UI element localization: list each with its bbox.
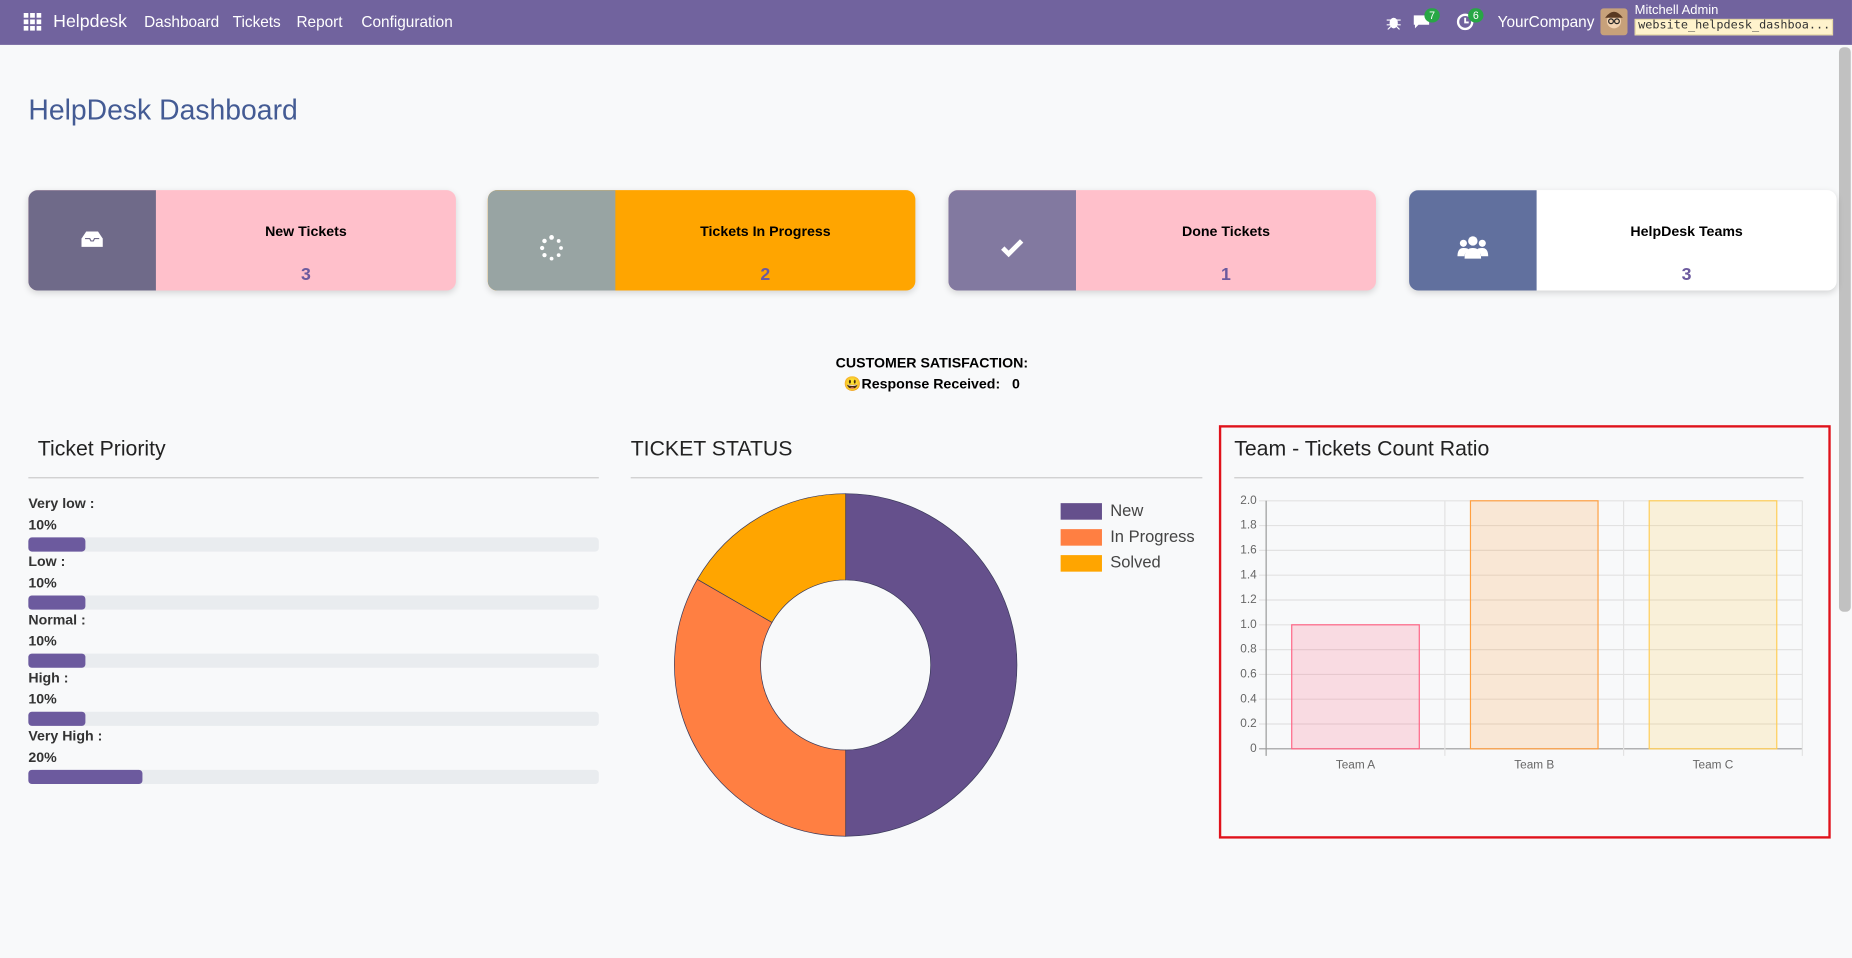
y-tick-label: 0.4 xyxy=(1240,691,1257,705)
priority-percent: 10% xyxy=(28,517,57,533)
highlight-box xyxy=(1218,425,1831,839)
company-switch[interactable]: YourCompany xyxy=(1497,12,1595,31)
progress-bar xyxy=(28,537,86,552)
chart-title: Team - Tickets Count Ratio xyxy=(1234,437,1489,461)
progress-track xyxy=(28,711,599,726)
y-tick-label: 0.8 xyxy=(1240,642,1257,656)
card-label: Done Tickets xyxy=(1181,223,1270,240)
menu-item[interactable]: Report xyxy=(296,12,343,31)
menu-item[interactable]: Tickets xyxy=(232,12,281,31)
menu-item[interactable]: Configuration xyxy=(361,12,453,31)
satisfaction-value: 0 xyxy=(1011,375,1020,393)
bar xyxy=(1291,624,1420,750)
x-tick-label: Team B xyxy=(1514,757,1554,771)
priority-label: Normal : xyxy=(28,612,85,628)
progress-track xyxy=(28,653,599,668)
y-tick-label: 1.0 xyxy=(1240,617,1257,631)
x-tick-label: Team A xyxy=(1336,757,1375,771)
card-count: 2 xyxy=(760,264,771,285)
priority-percent: 20% xyxy=(28,750,57,766)
card-count: 3 xyxy=(1681,264,1692,285)
scrollbar[interactable] xyxy=(1838,47,1851,612)
progress-bar xyxy=(28,595,86,610)
card[interactable]: Tickets In Progress 2 xyxy=(487,190,916,291)
user-name[interactable]: Mitchell Admin xyxy=(1634,3,1719,18)
activities-badge: 6 xyxy=(1468,8,1484,23)
card-label: HelpDesk Teams xyxy=(1630,223,1743,240)
messages-badge: 7 xyxy=(1424,8,1440,23)
y-tick-label: 0.2 xyxy=(1240,716,1256,730)
legend-label: Solved xyxy=(1110,553,1161,572)
card[interactable]: Done Tickets 1 xyxy=(948,190,1376,291)
priority-percent: 10% xyxy=(28,692,57,708)
donut-slice xyxy=(696,493,847,623)
satisfaction-title: CUSTOMER SATISFACTION: xyxy=(835,354,1029,371)
legend-swatch xyxy=(1060,555,1102,572)
bar xyxy=(1469,500,1599,750)
legend-label: In Progress xyxy=(1110,527,1194,546)
progress-track xyxy=(28,537,599,552)
y-tick-label: 0 xyxy=(1250,741,1257,755)
priority-percent: 10% xyxy=(28,634,57,650)
progress-track xyxy=(28,595,599,610)
navbar: Helpdesk Dashboard Tickets Report Config… xyxy=(0,0,1852,45)
priority-label: Very low : xyxy=(28,496,94,512)
priority-label: High : xyxy=(28,670,68,686)
donut-slice xyxy=(845,493,1018,837)
bar xyxy=(1648,500,1778,750)
card-count: 3 xyxy=(300,264,311,285)
page-title: HelpDesk Dashboard xyxy=(28,94,298,127)
priority-label: Low : xyxy=(28,554,65,570)
satisfaction-line: 😃Response Received: 0 xyxy=(696,376,1168,393)
progress-bar xyxy=(28,711,86,726)
y-tick-label: 1.4 xyxy=(1240,567,1257,581)
priority-percent: 10% xyxy=(28,575,57,591)
satisfaction-label: 😃Response Received: xyxy=(843,375,1001,393)
card[interactable]: HelpDesk Teams 3 xyxy=(1409,190,1837,291)
card[interactable]: New Tickets 3 xyxy=(28,190,456,291)
progress-bar xyxy=(28,769,143,785)
database-name: website_helpdesk_dashboa... xyxy=(1638,18,1831,32)
debug-icon[interactable] xyxy=(1386,14,1401,30)
y-tick-label: 1.6 xyxy=(1240,543,1257,557)
apps-icon[interactable] xyxy=(23,12,42,31)
chart-title: Ticket Priority xyxy=(38,437,166,461)
y-tick-label: 2.0 xyxy=(1240,493,1257,507)
card-count: 1 xyxy=(1221,264,1231,285)
card-label: Tickets In Progress xyxy=(700,223,831,240)
avatar[interactable] xyxy=(1600,8,1628,36)
legend-label: New xyxy=(1110,501,1143,520)
y-tick-label: 1.2 xyxy=(1240,592,1256,606)
progress-track xyxy=(28,769,599,785)
legend-swatch xyxy=(1060,503,1102,520)
y-tick-label: 1.8 xyxy=(1240,518,1257,532)
app-name[interactable]: Helpdesk xyxy=(53,11,128,32)
donut-slice xyxy=(674,578,847,837)
x-tick-label: Team C xyxy=(1693,757,1734,771)
y-tick-label: 0.6 xyxy=(1240,667,1257,681)
progress-bar xyxy=(28,653,86,668)
chart-title: TICKET STATUS xyxy=(631,437,793,461)
menu-item[interactable]: Dashboard xyxy=(144,12,220,31)
legend-swatch xyxy=(1060,529,1102,546)
priority-label: Very High : xyxy=(28,729,102,745)
card-label: New Tickets xyxy=(265,223,347,240)
